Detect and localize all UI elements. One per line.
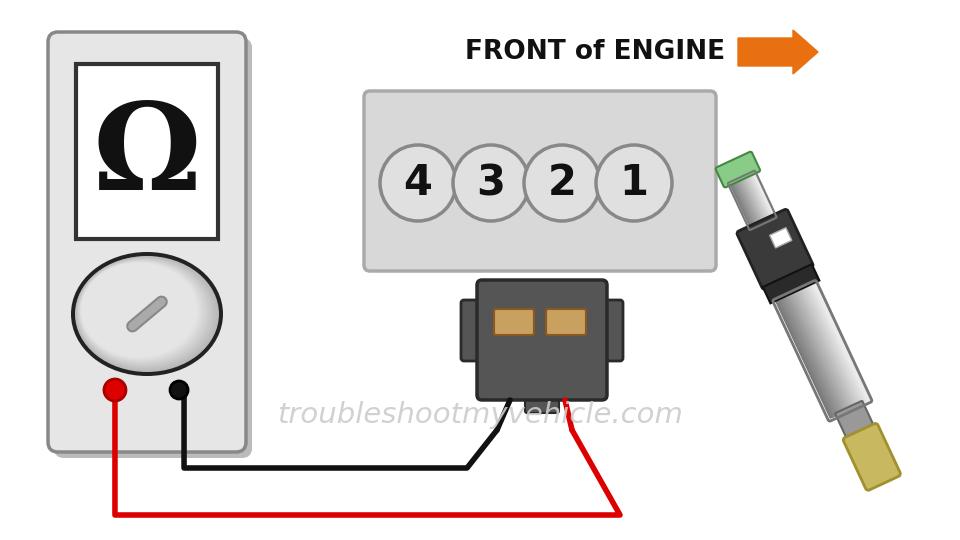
FancyBboxPatch shape <box>781 296 841 416</box>
FancyBboxPatch shape <box>737 210 813 289</box>
Circle shape <box>596 145 672 221</box>
Ellipse shape <box>76 256 217 371</box>
Ellipse shape <box>77 258 213 368</box>
FancyBboxPatch shape <box>750 172 776 219</box>
Circle shape <box>104 379 126 401</box>
Ellipse shape <box>71 252 223 376</box>
FancyBboxPatch shape <box>790 292 850 412</box>
FancyBboxPatch shape <box>748 173 774 220</box>
FancyBboxPatch shape <box>797 289 856 409</box>
FancyBboxPatch shape <box>494 309 534 335</box>
FancyBboxPatch shape <box>744 175 769 222</box>
FancyBboxPatch shape <box>732 180 756 228</box>
FancyBboxPatch shape <box>546 309 586 335</box>
FancyBboxPatch shape <box>810 283 869 403</box>
Circle shape <box>524 145 600 221</box>
FancyBboxPatch shape <box>786 294 846 414</box>
FancyBboxPatch shape <box>788 293 848 413</box>
FancyBboxPatch shape <box>775 299 834 419</box>
FancyBboxPatch shape <box>780 297 839 417</box>
FancyBboxPatch shape <box>739 177 765 224</box>
Circle shape <box>170 381 188 399</box>
FancyBboxPatch shape <box>729 181 755 229</box>
Ellipse shape <box>79 260 206 364</box>
Ellipse shape <box>76 258 214 369</box>
FancyBboxPatch shape <box>835 401 876 442</box>
FancyBboxPatch shape <box>805 285 865 405</box>
Text: 4: 4 <box>403 162 432 204</box>
Ellipse shape <box>80 261 202 361</box>
Ellipse shape <box>78 259 209 366</box>
FancyBboxPatch shape <box>364 91 716 271</box>
FancyBboxPatch shape <box>770 228 792 248</box>
FancyBboxPatch shape <box>807 284 867 404</box>
FancyBboxPatch shape <box>597 300 623 361</box>
FancyBboxPatch shape <box>715 152 760 187</box>
FancyBboxPatch shape <box>477 280 607 400</box>
FancyBboxPatch shape <box>737 178 763 225</box>
Ellipse shape <box>80 261 204 362</box>
FancyBboxPatch shape <box>735 179 761 226</box>
FancyBboxPatch shape <box>48 32 246 452</box>
Ellipse shape <box>76 257 216 370</box>
FancyBboxPatch shape <box>54 38 252 458</box>
FancyBboxPatch shape <box>733 180 758 227</box>
FancyBboxPatch shape <box>795 290 854 410</box>
Text: 1: 1 <box>619 162 649 204</box>
Ellipse shape <box>81 262 197 357</box>
Ellipse shape <box>80 261 200 360</box>
FancyBboxPatch shape <box>792 291 852 411</box>
FancyBboxPatch shape <box>763 264 820 303</box>
FancyBboxPatch shape <box>799 288 858 408</box>
Circle shape <box>453 145 529 221</box>
Ellipse shape <box>81 262 199 359</box>
Ellipse shape <box>78 259 208 364</box>
FancyBboxPatch shape <box>783 295 843 415</box>
FancyBboxPatch shape <box>843 423 900 490</box>
FancyBboxPatch shape <box>752 171 778 218</box>
Text: Ω: Ω <box>92 98 202 215</box>
FancyBboxPatch shape <box>746 174 771 221</box>
FancyBboxPatch shape <box>461 300 487 361</box>
Ellipse shape <box>75 256 219 372</box>
FancyBboxPatch shape <box>76 64 218 239</box>
Text: troubleshootmyvehicle.com: troubleshootmyvehicle.com <box>277 401 683 429</box>
Circle shape <box>380 145 456 221</box>
Polygon shape <box>738 30 818 74</box>
FancyBboxPatch shape <box>741 176 767 223</box>
Text: 3: 3 <box>476 162 506 204</box>
FancyBboxPatch shape <box>525 391 559 413</box>
FancyBboxPatch shape <box>804 286 863 406</box>
Ellipse shape <box>77 258 211 367</box>
Text: 2: 2 <box>547 162 576 204</box>
Text: FRONT of ENGINE: FRONT of ENGINE <box>465 39 725 65</box>
FancyBboxPatch shape <box>812 282 872 402</box>
Ellipse shape <box>79 260 204 363</box>
FancyBboxPatch shape <box>778 298 836 418</box>
FancyBboxPatch shape <box>801 287 860 407</box>
